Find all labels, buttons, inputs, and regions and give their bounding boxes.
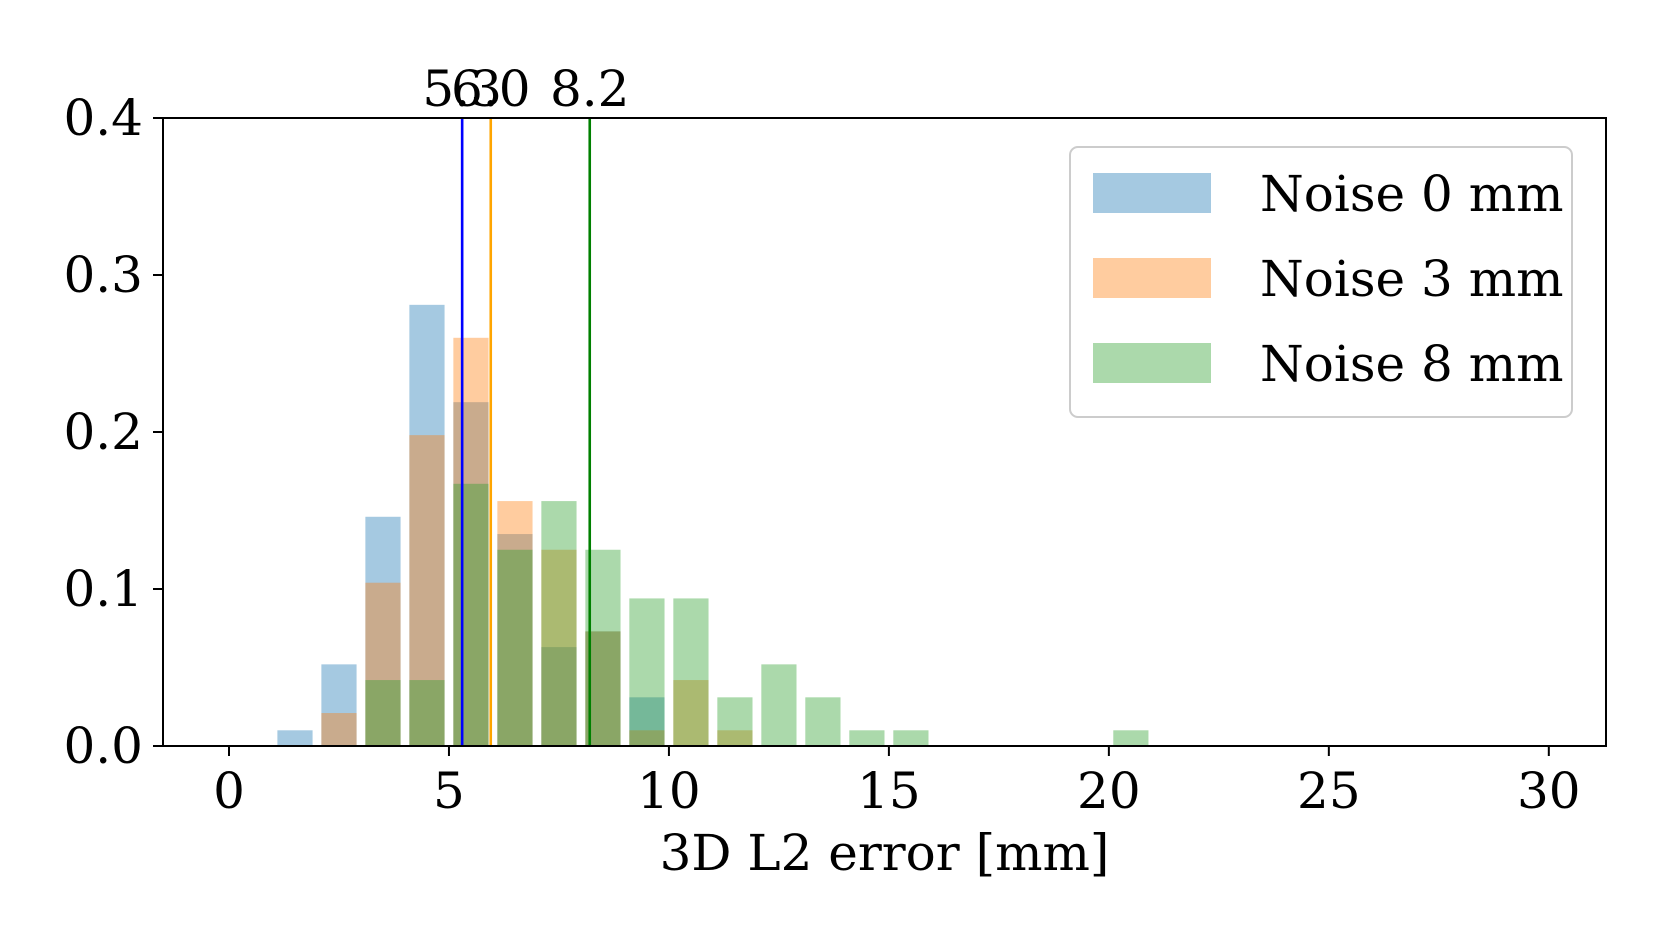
y-tick-label: 0.0: [63, 717, 143, 775]
histogram-bar: [585, 631, 621, 746]
histogram-bar: [497, 501, 533, 746]
x-tick-label: 0: [213, 762, 245, 820]
y-tick-label: 0.3: [63, 246, 143, 304]
series-1-bars: [321, 337, 753, 746]
histogram-bar: [541, 501, 577, 746]
series-0-bars: [277, 304, 665, 746]
histogram-bar: [453, 337, 489, 746]
histogram-bar: [409, 435, 445, 746]
histogram-bar: [585, 549, 621, 746]
legend-swatch: [1093, 343, 1211, 383]
histogram-bar: [673, 598, 709, 746]
histogram-bar: [541, 647, 577, 746]
x-tick-label: 20: [1077, 762, 1141, 820]
histogram-bar: [321, 664, 357, 746]
x-tick-label: 15: [857, 762, 921, 820]
y-tick-label: 0.1: [63, 560, 143, 618]
histogram-bar: [849, 730, 885, 746]
legend-label: Noise 3 mm: [1260, 250, 1564, 308]
histogram-bar: [585, 631, 621, 746]
series-2-bars: [365, 483, 1149, 746]
legend-label: Noise 0 mm: [1260, 165, 1564, 223]
legend-frame: [1069, 146, 1573, 418]
histogram-bar: [1113, 730, 1149, 746]
mean-lines-layer: 5.36.0 8.2: [422, 60, 630, 746]
x-tick-label: 10: [637, 762, 701, 820]
legend-label: Noise 8 mm: [1260, 335, 1564, 393]
histogram-bar: [365, 582, 401, 746]
mean-label: 6.0: [451, 60, 531, 118]
y-tick-label: 0.2: [63, 403, 143, 461]
x-tick-label: 25: [1297, 762, 1361, 820]
histogram-bar: [717, 730, 753, 746]
histogram-bar: [497, 534, 533, 746]
histogram-bar: [453, 402, 489, 746]
histogram-bar: [629, 730, 665, 746]
bars-layer: [277, 304, 1149, 746]
histogram-bar: [365, 680, 401, 746]
axes-layer: 0 5 10 15 20 25 30 0.0 0.1 0.2 0.3 0.4 3D L2 error […: [63, 89, 1607, 882]
histogram-bar: [497, 549, 533, 746]
histogram-bar: [409, 304, 445, 746]
histogram-bar: [629, 598, 665, 746]
histogram-bar: [717, 697, 753, 746]
histogram-bar: [805, 697, 841, 746]
histogram-bar: [453, 483, 489, 746]
y-tick-label: 0.4: [63, 89, 143, 147]
histogram-bar: [761, 664, 797, 746]
histogram-bar: [893, 730, 929, 746]
mean-label: 5.3: [422, 60, 502, 118]
x-axis-label: 3D L2 error [mm]: [660, 824, 1110, 882]
histogram-bar: [321, 713, 357, 746]
histogram-bar: [541, 549, 577, 746]
mean-label: 8.2: [550, 60, 630, 118]
x-tick-label: 30: [1517, 762, 1581, 820]
histogram-bar: [673, 680, 709, 746]
legend-swatch: [1093, 258, 1211, 298]
histogram-bar: [409, 680, 445, 746]
legend: Noise 0 mm Noise 3 mm Noise 8 mm: [1069, 146, 1573, 418]
x-tick-label: 5: [433, 762, 465, 820]
legend-swatch: [1093, 173, 1211, 213]
histogram-bar: [629, 697, 665, 746]
histogram-bar: [277, 730, 313, 746]
histogram-bar: [365, 516, 401, 746]
